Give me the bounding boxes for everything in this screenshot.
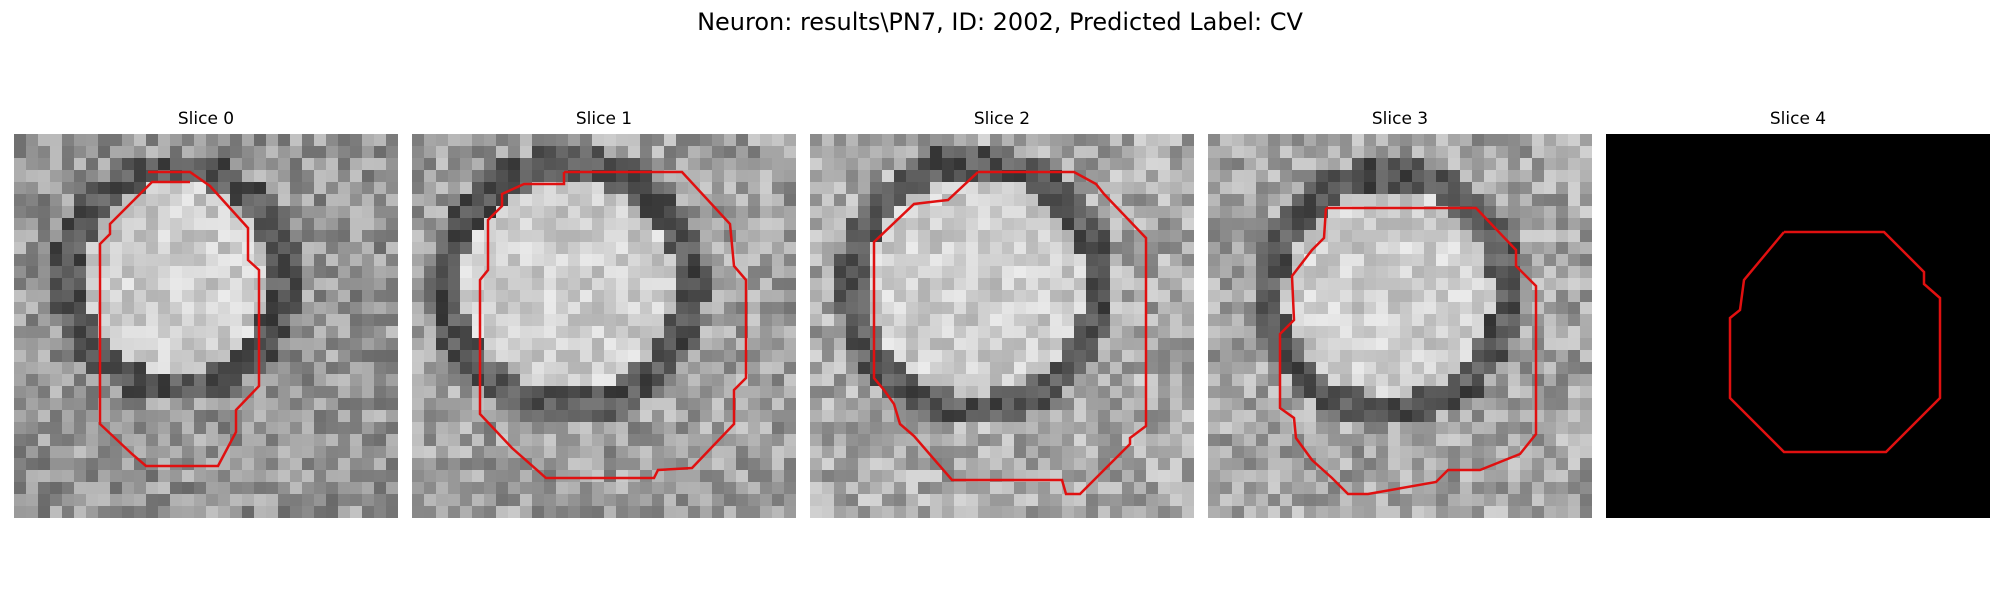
contour-line bbox=[98, 170, 261, 468]
slice-title: Slice 4 bbox=[1769, 109, 1827, 129]
segmentation-contour bbox=[872, 170, 1148, 496]
contour-line bbox=[872, 170, 1148, 496]
slice-title: Slice 1 bbox=[575, 109, 633, 129]
slice-image bbox=[412, 134, 796, 518]
contour-line bbox=[1728, 230, 1942, 454]
contour-line bbox=[1278, 206, 1538, 496]
slice-panel-0: Slice 0 bbox=[14, 108, 398, 518]
slice-image bbox=[1208, 134, 1592, 518]
contour-line bbox=[478, 170, 748, 480]
segmentation-contour bbox=[1278, 206, 1538, 496]
slice-image bbox=[810, 134, 1194, 518]
slice-panel-4: Slice 4 bbox=[1606, 108, 1990, 518]
slice-pixels bbox=[412, 134, 796, 518]
slice-panel-1: Slice 1 bbox=[412, 108, 796, 518]
slice-image bbox=[14, 134, 398, 518]
slice-image bbox=[1606, 134, 1990, 518]
slice-title: Slice 3 bbox=[1371, 109, 1429, 129]
segmentation-contour bbox=[98, 170, 261, 468]
segmentation-contour bbox=[478, 170, 748, 480]
segmentation-contour bbox=[1728, 230, 1942, 454]
figure-title: Neuron: results\PN7, ID: 2002, Predicted… bbox=[697, 8, 1303, 36]
slice-panel-2: Slice 2 bbox=[810, 108, 1194, 518]
slice-pixels bbox=[14, 134, 398, 518]
slice-panel-3: Slice 3 bbox=[1208, 108, 1592, 518]
slice-title: Slice 2 bbox=[973, 109, 1031, 129]
slice-pixels bbox=[1208, 134, 1592, 518]
slice-title: Slice 0 bbox=[177, 109, 235, 129]
slice-pixels bbox=[1606, 134, 1990, 518]
